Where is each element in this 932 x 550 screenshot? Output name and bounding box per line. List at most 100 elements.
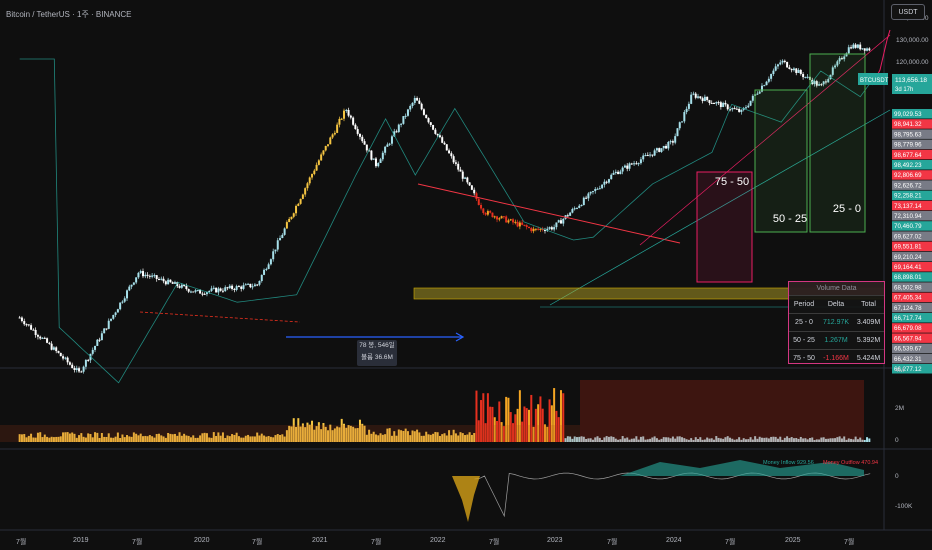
candle-body [571, 209, 574, 213]
candle-body [128, 286, 131, 291]
candle-body [710, 102, 713, 104]
candle-body [443, 142, 446, 145]
candle-body [838, 58, 841, 62]
volume-bar [397, 429, 400, 442]
candle-body [541, 228, 544, 231]
time-tick: 7월 [725, 539, 736, 546]
price-level-tag [892, 160, 932, 170]
volume-bar [82, 436, 85, 442]
volume-bar [662, 437, 665, 442]
volume-bar [368, 429, 371, 442]
volume-bar [635, 436, 638, 442]
volume-bar [425, 431, 428, 442]
time-axis[interactable]: 7월 2019 7월 2020 7월 2021 7월 2022 7월 2023 7월 2024 7월 20… [0, 532, 880, 550]
volume-bar [249, 436, 252, 442]
candle-body [345, 109, 348, 111]
candle-body [247, 283, 250, 285]
candle-body [377, 162, 380, 167]
price-level-value: 66,679.08 [894, 325, 922, 332]
volume-bar [242, 437, 245, 442]
volume-bar [372, 431, 375, 442]
volume-bar [208, 437, 211, 442]
volume-bar [612, 436, 615, 442]
time-tick: 2024 [666, 537, 682, 544]
volume-bar [854, 436, 857, 442]
candle-body [20, 317, 23, 322]
volume-bar [646, 439, 649, 442]
candle-body [187, 289, 190, 292]
candle-body [637, 163, 640, 165]
volume-bar [811, 437, 814, 442]
candle-body [173, 282, 176, 284]
volume-bar [792, 438, 795, 442]
candle-body [80, 371, 83, 373]
candle-body [356, 129, 359, 134]
volume-tick: 0 [895, 437, 899, 444]
candle-body [827, 79, 830, 83]
candle-body [594, 189, 597, 192]
volume-bar [491, 406, 494, 442]
candle-body [569, 212, 572, 216]
volume-bar [514, 414, 517, 442]
candle-body [62, 356, 65, 359]
candle-body [400, 123, 403, 125]
candle-body [562, 218, 565, 224]
volume-bar [217, 432, 220, 442]
cell-period: 50 - 25 [793, 337, 815, 344]
volume-bar [596, 436, 599, 442]
volume-bar [820, 437, 823, 442]
candle-body [130, 284, 133, 287]
candle-body [726, 104, 729, 110]
candle-body [461, 171, 464, 179]
zone-label: 25 - 0 [833, 203, 861, 215]
volume-bar [317, 422, 320, 442]
volume-bar [194, 437, 197, 442]
price-level-tag [892, 364, 932, 374]
volume-data-table: Volume Data Period Delta Total 25 - 0 71… [788, 281, 885, 364]
volume-bar [566, 436, 569, 442]
candle-body [171, 282, 174, 284]
candle-body [215, 287, 218, 293]
candle-body [71, 364, 74, 369]
volume-bar [466, 434, 469, 442]
candle-body [78, 368, 81, 372]
volume-bar [443, 433, 446, 442]
volume-bar [379, 433, 382, 442]
currency-button[interactable]: USDT [891, 4, 925, 20]
volume-bar [621, 436, 624, 442]
volume-bar [681, 437, 684, 442]
candle-body [347, 109, 350, 116]
candle-body [292, 213, 295, 217]
volume-bar [226, 435, 229, 442]
candle-body [269, 259, 272, 265]
candle-body [628, 163, 631, 169]
last-price-countdown: 3d 17h [895, 87, 913, 93]
candle-body [397, 124, 400, 132]
volume-bar [274, 435, 277, 442]
candle-body [649, 154, 652, 156]
volume-bar [336, 426, 339, 442]
candle-body [464, 177, 467, 179]
candle-body [329, 137, 332, 145]
volume-bar [176, 435, 179, 442]
volume-bar [27, 435, 30, 442]
volume-bar [461, 433, 464, 442]
volume-bar [320, 429, 323, 442]
volume-bar [448, 430, 451, 442]
volume-bar [594, 437, 597, 442]
volume-bar [760, 437, 763, 442]
volume-bar [655, 438, 658, 442]
time-tick: 2023 [547, 537, 563, 544]
price-level-tag [892, 323, 932, 333]
candle-body [290, 216, 293, 219]
candle-body [610, 174, 613, 180]
volume-bar [840, 438, 843, 442]
volume-bar [486, 393, 489, 442]
candle-body [797, 69, 800, 73]
candle-body [697, 96, 700, 98]
volume-bar [623, 438, 626, 442]
volume-bar [452, 429, 455, 442]
candle-body [662, 145, 665, 149]
time-tick: 2022 [430, 537, 446, 544]
